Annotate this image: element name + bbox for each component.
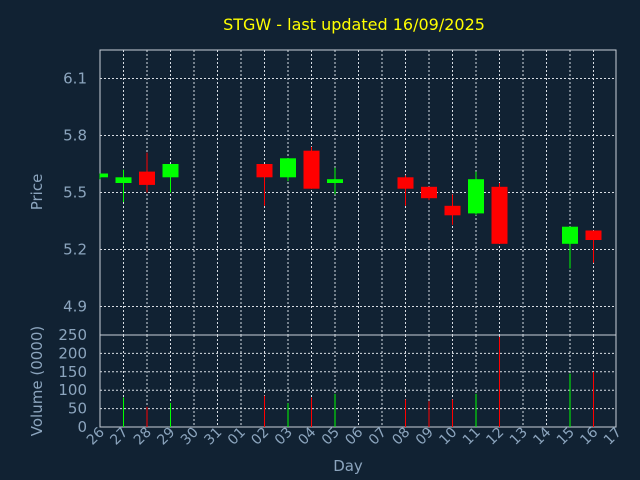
- candle-29: [162, 164, 179, 193]
- x-tick-label: 26: [84, 424, 108, 448]
- x-tick-label: 27: [107, 425, 131, 449]
- candle-12: [491, 183, 508, 244]
- candle-28: [139, 152, 155, 193]
- x-tick-label: 16: [577, 424, 601, 448]
- x-tick-label: 30: [178, 425, 202, 449]
- candle-16: [585, 230, 602, 263]
- candle-10: [444, 194, 461, 225]
- volume-bars: [123, 336, 594, 427]
- x-tick-label: 08: [389, 425, 413, 449]
- candle-body: [421, 186, 437, 199]
- candle-body: [468, 179, 484, 214]
- candle-body: [115, 177, 132, 183]
- x-tick-label: 01: [225, 425, 249, 449]
- candle-03: [280, 158, 296, 182]
- x-tick-label: 13: [507, 425, 531, 449]
- x-axis-label: Day: [333, 457, 363, 475]
- candle-04: [303, 146, 320, 189]
- x-tick-label: 04: [295, 424, 319, 448]
- price-grid: [100, 50, 616, 335]
- price-axis-label: Price: [28, 174, 46, 211]
- x-tick-label: 09: [413, 425, 437, 449]
- candle-body: [562, 226, 578, 244]
- candle-27: [115, 169, 132, 202]
- chart-title: STGW - last updated 16/09/2025: [223, 15, 485, 34]
- volume-axis-label: Volume (0000): [28, 326, 46, 436]
- volume-tick-label: 200: [58, 344, 87, 362]
- x-tick-label: 28: [131, 425, 155, 449]
- candle-26: [99, 173, 108, 180]
- x-tick-label: 03: [272, 425, 296, 449]
- candle-body: [585, 230, 602, 240]
- volume-tick-label: 250: [58, 326, 87, 344]
- candle-body: [303, 150, 320, 189]
- price-tick-label: 5.2: [63, 241, 87, 259]
- volume-tick-label: 100: [58, 381, 87, 399]
- x-tick-label: 14: [530, 424, 554, 448]
- x-tick-label: 12: [483, 425, 507, 449]
- x-tick-label: 10: [436, 425, 460, 449]
- candle-body: [162, 164, 179, 178]
- candle-body: [100, 173, 108, 178]
- x-tick-label: 31: [201, 425, 225, 449]
- candle-body: [327, 179, 343, 183]
- volume-panel-frame: [99, 334, 617, 428]
- volume-tick-label: 0: [77, 418, 87, 436]
- candle-11: [468, 171, 484, 216]
- candle-body: [397, 177, 414, 189]
- x-tick-label: 05: [319, 425, 343, 449]
- x-tick-label: 29: [154, 425, 178, 449]
- candle-body: [491, 186, 508, 244]
- candle-body: [280, 158, 296, 178]
- x-tick-label: 07: [366, 425, 390, 449]
- volume-tick-label: 150: [58, 363, 87, 381]
- price-tick-label: 5.5: [63, 184, 87, 202]
- x-tick-label: 17: [601, 425, 625, 449]
- x-tick-label: 11: [460, 425, 484, 449]
- candles: [99, 146, 602, 269]
- candle-body: [139, 171, 155, 185]
- candle-body: [256, 164, 273, 178]
- candle-05: [327, 167, 343, 195]
- candle-09: [421, 186, 437, 201]
- price-tick-label: 5.8: [63, 127, 87, 145]
- candle-15: [562, 226, 578, 269]
- x-axis: 26 27 28 29 30 31 01 02 03 04 05 06 07 08 09 10 11 12 13 14…: [84, 424, 625, 448]
- volume-tick-label: 50: [68, 400, 87, 418]
- price-tick-label: 4.9: [63, 298, 87, 316]
- price-axis: 4.9 5.2 5.5 5.8 6.1: [63, 70, 87, 316]
- x-tick-label: 15: [554, 425, 578, 449]
- x-tick-label: 06: [342, 424, 366, 448]
- price-tick-label: 6.1: [63, 70, 87, 88]
- volume-grid: [100, 335, 616, 427]
- x-tick-label: 02: [248, 425, 272, 449]
- candle-08: [397, 175, 414, 206]
- candle-02: [256, 164, 273, 206]
- candle-body: [444, 205, 461, 216]
